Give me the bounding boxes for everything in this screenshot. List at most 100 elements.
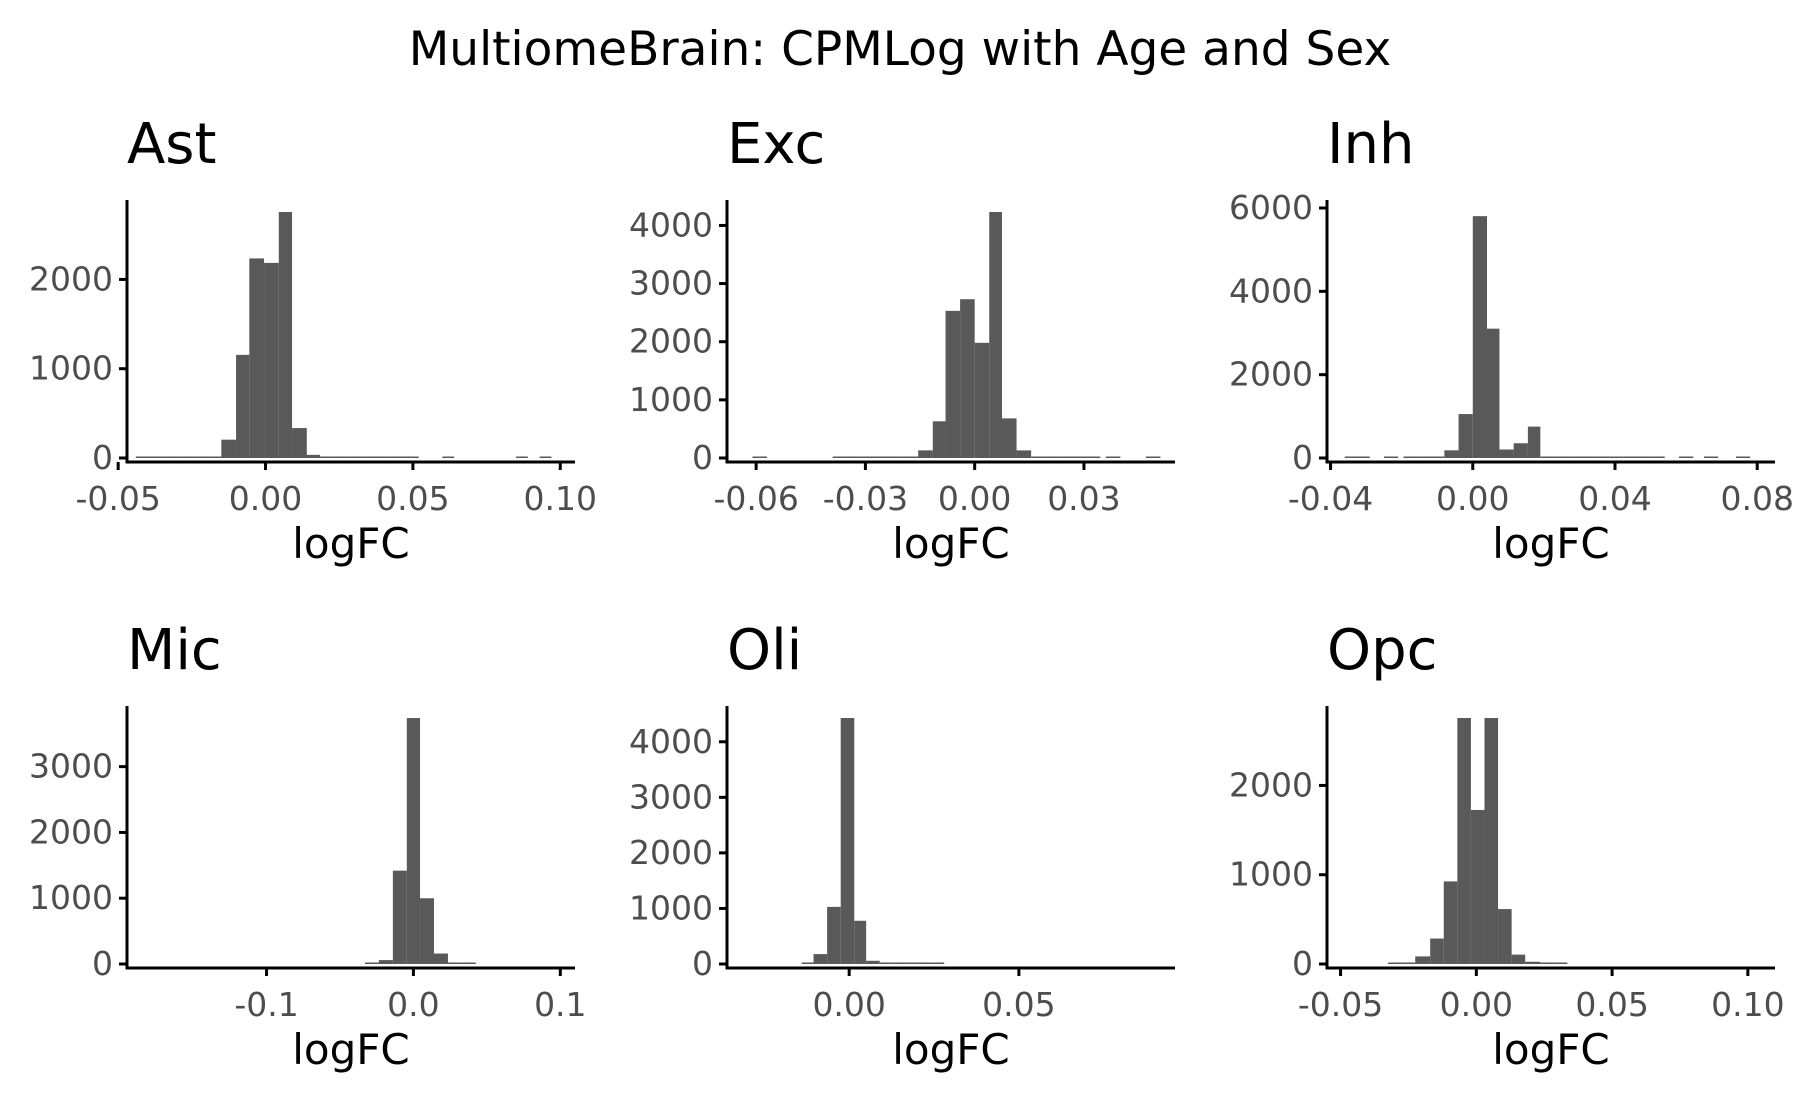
histogram-bar bbox=[193, 456, 209, 458]
histogram-bar bbox=[945, 310, 961, 458]
histogram-bar bbox=[1636, 456, 1651, 458]
x-tick-label: 0.1 bbox=[534, 985, 586, 1024]
y-tick-label: 0 bbox=[1292, 438, 1313, 477]
x-tick-label: 0.05 bbox=[376, 479, 449, 518]
histogram-bar bbox=[813, 954, 828, 964]
histogram-bar bbox=[1609, 456, 1624, 458]
histogram-bar bbox=[539, 456, 552, 458]
histogram-bar bbox=[1415, 956, 1431, 964]
histogram-bar bbox=[447, 962, 462, 964]
x-tick-label: 0.08 bbox=[1720, 479, 1793, 518]
histogram-bar bbox=[1443, 881, 1458, 964]
histogram-bar bbox=[364, 962, 379, 964]
histogram-bar bbox=[320, 456, 335, 458]
histogram-bar bbox=[180, 456, 194, 458]
y-tick-label: 1000 bbox=[629, 888, 713, 927]
y-tick-label: 3000 bbox=[629, 777, 713, 816]
histogram-bar bbox=[1417, 456, 1432, 458]
histogram-bar bbox=[306, 454, 321, 458]
y-tick-label: 2000 bbox=[1229, 355, 1313, 394]
y-tick-label: 2000 bbox=[29, 812, 113, 851]
x-axis-title: logFC bbox=[1492, 519, 1610, 568]
panel-ast: Ast 0 1000 2000 -0.05 0.00 0.05 0.10 logFC bbox=[29, 112, 597, 568]
x-axis-title: logFC bbox=[892, 519, 1010, 568]
histogram-bar bbox=[390, 456, 406, 458]
histogram-bar bbox=[827, 906, 841, 964]
histogram-bar bbox=[1554, 456, 1569, 458]
y-tick-label: 4000 bbox=[629, 722, 713, 761]
y-tick-label: 4000 bbox=[1229, 271, 1313, 310]
y-tick-label: 1000 bbox=[629, 380, 713, 419]
y-tick-label: 0 bbox=[1292, 944, 1313, 983]
histogram-bar bbox=[1001, 418, 1017, 458]
histogram-bar bbox=[1540, 456, 1555, 458]
histogram-bar bbox=[1388, 962, 1402, 964]
histogram-bar bbox=[278, 212, 293, 458]
histogram-bar bbox=[1145, 456, 1161, 458]
histogram-bar bbox=[932, 962, 945, 964]
histogram-bar bbox=[1031, 456, 1044, 458]
histogram-bar bbox=[1583, 456, 1596, 458]
x-axis-title: logFC bbox=[292, 519, 410, 568]
x-tick-label: 0.05 bbox=[982, 985, 1055, 1024]
histogram-bar bbox=[135, 456, 151, 458]
histogram-bar bbox=[292, 428, 307, 458]
histogram-bar bbox=[866, 960, 880, 964]
histogram-bar bbox=[974, 342, 990, 458]
histogram-bar bbox=[1344, 456, 1370, 458]
histogram-bar bbox=[405, 456, 419, 458]
histogram-bar bbox=[264, 262, 279, 458]
panel-title: Inh bbox=[1327, 112, 1415, 177]
histogram-bar bbox=[392, 870, 407, 964]
x-tick-label: -0.05 bbox=[1298, 985, 1383, 1024]
y-tick-label: 2000 bbox=[1229, 765, 1313, 804]
histogram-bar bbox=[1513, 443, 1528, 458]
histogram-bar bbox=[893, 962, 906, 964]
y-tick-label: 4000 bbox=[629, 205, 713, 244]
panel-title: Ast bbox=[127, 112, 216, 177]
chart-title: MultiomeBrain: CPMLog with Age and Sex bbox=[408, 22, 1392, 77]
histogram-bar bbox=[516, 456, 528, 458]
histogram-bar bbox=[1525, 961, 1541, 964]
histogram-bar bbox=[1105, 456, 1121, 458]
histogram-bar bbox=[165, 456, 181, 458]
x-tick-label: 0.00 bbox=[1436, 479, 1509, 518]
histogram-bar bbox=[1540, 962, 1554, 964]
histogram-bar bbox=[1087, 456, 1101, 458]
histogram-bar bbox=[1403, 456, 1418, 458]
histogram-bar bbox=[249, 258, 265, 458]
histogram-bar bbox=[879, 962, 894, 964]
x-axis-title: logFC bbox=[892, 1025, 1010, 1074]
histogram-bar bbox=[1457, 718, 1471, 964]
x-axis-title: logFC bbox=[1492, 1025, 1610, 1074]
panel-opc: Opc 0 1000 2000 -0.05 0.00 0.05 0.10 logFC bbox=[1229, 618, 1785, 1074]
y-tick-label: 1000 bbox=[1229, 855, 1313, 894]
histogram-bar bbox=[348, 456, 363, 458]
x-tick-label: 0.00 bbox=[1440, 985, 1513, 1024]
histogram-bar bbox=[334, 456, 349, 458]
histogram-bar bbox=[854, 920, 867, 964]
histogram-bar bbox=[918, 450, 933, 458]
x-tick-label: 0.05 bbox=[1575, 985, 1648, 1024]
histogram-bar bbox=[1498, 909, 1512, 964]
histogram-bar bbox=[832, 456, 848, 458]
panel-inh: Inh 0 2000 4000 6000 -0.04 0.00 0.04 0.08 logFC bbox=[1229, 112, 1794, 568]
y-tick-label: 6000 bbox=[1229, 188, 1313, 227]
x-tick-label: -0.1 bbox=[234, 985, 298, 1024]
histogram-bar bbox=[840, 718, 855, 964]
y-tick-label: 3000 bbox=[629, 264, 713, 303]
histogram-bar bbox=[150, 456, 166, 458]
histogram-bar bbox=[1527, 426, 1541, 458]
y-tick-label: 1000 bbox=[29, 349, 113, 388]
histogram-bar bbox=[461, 962, 476, 964]
histogram-bar bbox=[1595, 456, 1610, 458]
histogram-bar bbox=[1444, 450, 1459, 458]
histogram-bar bbox=[420, 898, 434, 964]
histogram-bar bbox=[236, 354, 250, 458]
histogram-bar bbox=[378, 960, 393, 964]
x-axis-title: logFC bbox=[292, 1025, 410, 1074]
panel-title: Exc bbox=[727, 112, 825, 177]
histogram-bar bbox=[1735, 456, 1751, 458]
